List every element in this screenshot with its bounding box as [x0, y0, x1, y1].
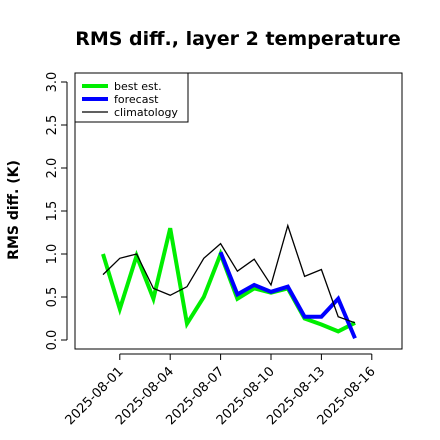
y-axis: 0.0 0.5 1.0 1.5 2.0 2.5 3.0: [45, 72, 68, 351]
legend-label: forecast: [114, 93, 159, 106]
y-axis-label: RMS diff. (K): [6, 160, 22, 260]
y-tick-label: 0.5: [45, 287, 60, 308]
plot-frame: [74, 72, 403, 350]
legend-label: best est.: [114, 80, 162, 93]
series-forecast: [218, 251, 357, 340]
y-tick-label: 1.0: [45, 244, 60, 265]
series-layer: [101, 223, 357, 340]
series-line: [218, 251, 357, 340]
x-axis: 2025-08-012025-08-042025-08-072025-08-10…: [63, 353, 379, 428]
legend-label: climatology: [114, 106, 178, 119]
y-tick-label: 2.5: [45, 115, 60, 136]
y-tick-label: 2.0: [45, 158, 60, 179]
y-tick-label: 1.5: [45, 201, 60, 222]
series-climatology: [102, 223, 356, 324]
y-tick-label: 3.0: [45, 72, 60, 93]
y-tick-label: 0.0: [45, 330, 60, 351]
series-line: [102, 223, 356, 324]
chart-title: RMS diff., layer 2 temperature: [75, 28, 401, 50]
